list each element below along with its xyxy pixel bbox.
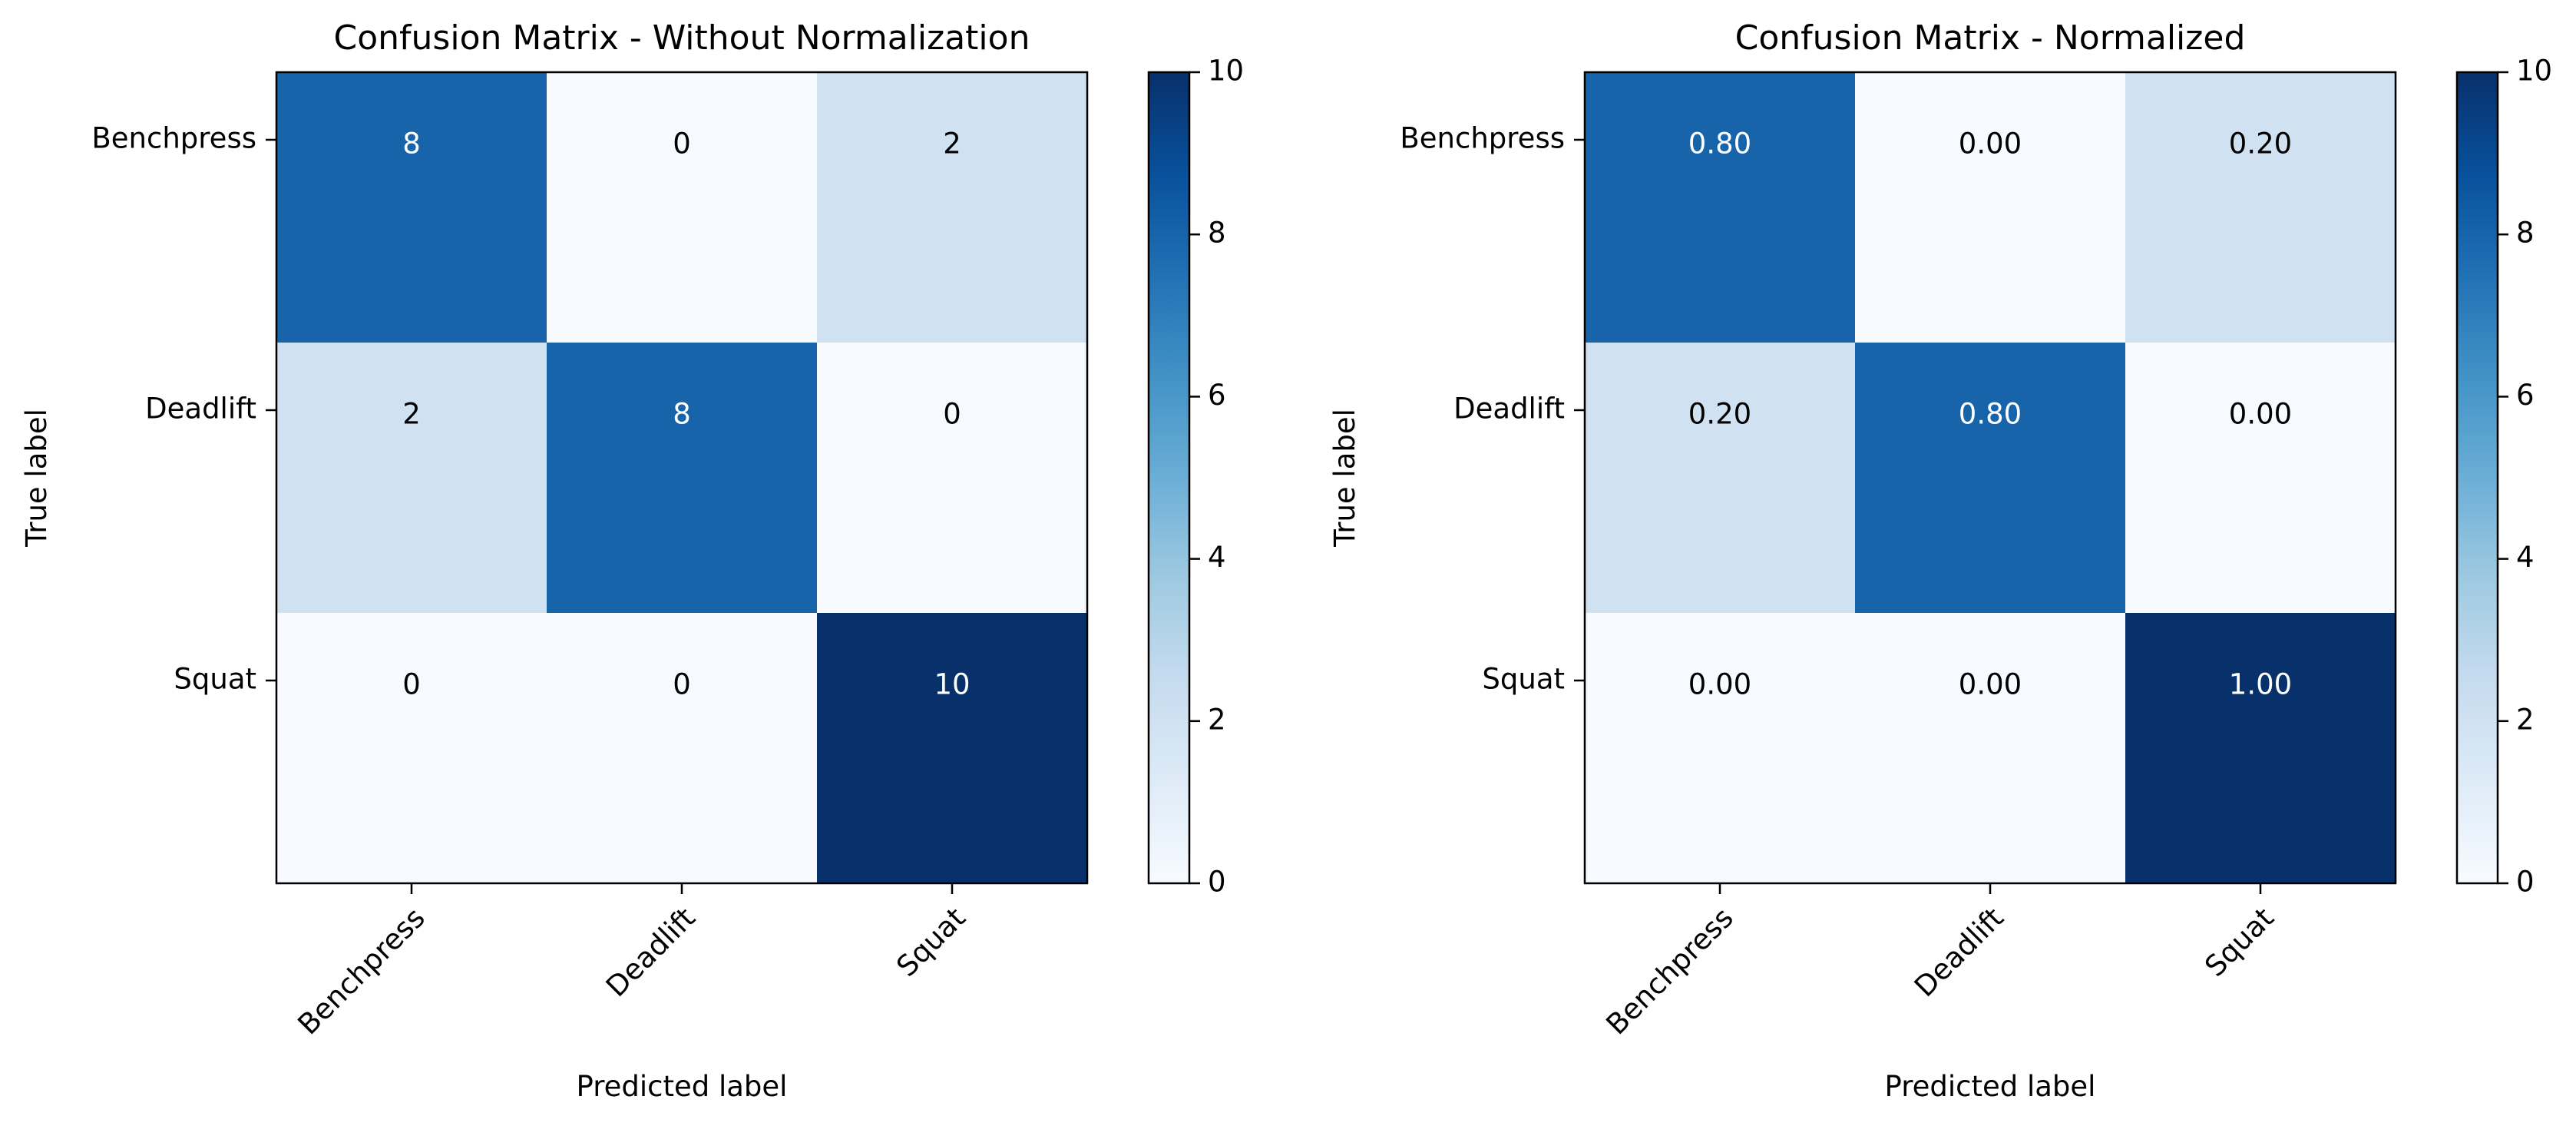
- heatmap-cells: 0.80 0.00 0.20 0.20 0.80 0.00 0.00 0.00 1.00: [1585, 72, 2396, 884]
- cell-value-label: 1.00: [2229, 668, 2292, 701]
- colorbar-tick-label: 6: [1208, 379, 1226, 412]
- colorbar-tick-label: 2: [1208, 703, 1226, 736]
- cell-value-label: 0.80: [1959, 398, 2022, 431]
- cell-value-label: 0.00: [1959, 668, 2022, 701]
- cell-value-label: 0: [673, 128, 691, 161]
- y-tick-label: Deadlift: [145, 392, 256, 426]
- heatmap-cell: [1585, 613, 1856, 884]
- cell-value-label: 0: [673, 668, 691, 701]
- colorbar-tick-label: 6: [2516, 379, 2535, 412]
- cell-value-label: 0.00: [2229, 398, 2292, 431]
- x-tick-label: Benchpress: [292, 901, 432, 1041]
- colorbar-tick-labels: 0 2 4 6 8 10: [2498, 55, 2552, 899]
- cell-value-label: 0: [943, 398, 961, 431]
- cell-value-label: 2: [402, 398, 421, 431]
- heatmap-cell: [1855, 613, 2126, 884]
- confusion-matrix-normalized-panel: Confusion Matrix - Normalized 0.80 0.00 0.…: [1328, 18, 2552, 1103]
- y-tick-label: Squat: [174, 663, 256, 696]
- chart-title: Confusion Matrix - Without Normalization: [334, 18, 1030, 58]
- colorbar-tick-labels: 0 2 4 6 8 10: [1189, 55, 1244, 899]
- colorbar-tick-label: 8: [1208, 217, 1226, 250]
- cell-value-label: 2: [943, 128, 961, 161]
- x-tick-label: Deadlift: [600, 901, 702, 1003]
- colorbar-tick-label: 0: [1208, 866, 1226, 899]
- y-tick-labels: Benchpress Deadlift Squat: [91, 122, 276, 696]
- heatmap-cell: [1855, 72, 2126, 343]
- heatmap-cell: [817, 613, 1088, 884]
- x-tick-label: Deadlift: [1908, 901, 2010, 1003]
- y-axis-label: True label: [20, 409, 53, 548]
- heatmap-cell: [1855, 343, 2126, 614]
- x-axis-label: Predicted label: [577, 1070, 788, 1103]
- x-tick-label: Squat: [890, 901, 971, 982]
- heatmap-cell: [1585, 72, 1856, 343]
- x-tick-label: Benchpress: [1600, 901, 1740, 1041]
- cell-value-label: 8: [673, 398, 691, 431]
- x-tick-labels: Benchpress Deadlift Squat: [1600, 883, 2280, 1042]
- x-tick-label: Squat: [2198, 901, 2280, 982]
- cell-value-label: 10: [934, 668, 970, 701]
- y-tick-label: Squat: [1482, 663, 1565, 696]
- colorbar-gradient: [2455, 71, 2499, 885]
- colorbar: 0 2 4 6 8 10: [2455, 55, 2552, 899]
- heatmap-cell: [817, 343, 1088, 614]
- heatmap-cell: [2125, 343, 2396, 614]
- cell-value-label: 0.20: [2229, 128, 2292, 161]
- colorbar: 0 2 4 6 8 10: [1147, 55, 1244, 899]
- heatmap-cell: [276, 72, 547, 343]
- colorbar-gradient: [1147, 71, 1191, 885]
- y-tick-label: Deadlift: [1453, 392, 1565, 426]
- cell-value-label: 0.00: [1688, 668, 1751, 701]
- y-axis-label: True label: [1328, 409, 1361, 548]
- heatmap-cell: [547, 613, 818, 884]
- heatmap-cell: [1585, 343, 1856, 614]
- heatmap-cell: [276, 613, 547, 884]
- x-tick-labels: Benchpress Deadlift Squat: [292, 883, 972, 1042]
- y-tick-label: Benchpress: [1400, 122, 1565, 155]
- colorbar-tick-label: 4: [1208, 541, 1226, 574]
- heatmap-cells: 8 0 2 2 8 0 0 0 10: [276, 72, 1088, 884]
- cell-value-label: 0.00: [1959, 128, 2022, 161]
- heatmap-cell: [547, 72, 818, 343]
- heatmap-cell: [276, 343, 547, 614]
- y-tick-label: Benchpress: [91, 122, 256, 155]
- cell-value-label: 0.80: [1688, 128, 1751, 161]
- chart-title: Confusion Matrix - Normalized: [1735, 18, 2246, 58]
- colorbar-tick-label: 0: [2516, 866, 2535, 899]
- heatmap-cell: [547, 343, 818, 614]
- heatmap-cell: [2125, 72, 2396, 343]
- colorbar-tick-label: 10: [1208, 55, 1244, 88]
- x-axis-label: Predicted label: [1885, 1070, 2096, 1103]
- heatmap-cell: [2125, 613, 2396, 884]
- colorbar-tick-label: 10: [2516, 55, 2552, 88]
- colorbar-tick-label: 4: [2516, 541, 2535, 574]
- colorbar-tick-label: 8: [2516, 217, 2535, 250]
- confusion-matrix-raw-panel: Confusion Matrix - Without Normalization…: [20, 18, 1244, 1103]
- cell-value-label: 0.20: [1688, 398, 1751, 431]
- y-tick-labels: Benchpress Deadlift Squat: [1400, 122, 1585, 696]
- heatmap-cell: [817, 72, 1088, 343]
- colorbar-tick-label: 2: [2516, 703, 2535, 736]
- cell-value-label: 0: [402, 668, 421, 701]
- cell-value-label: 8: [402, 128, 421, 161]
